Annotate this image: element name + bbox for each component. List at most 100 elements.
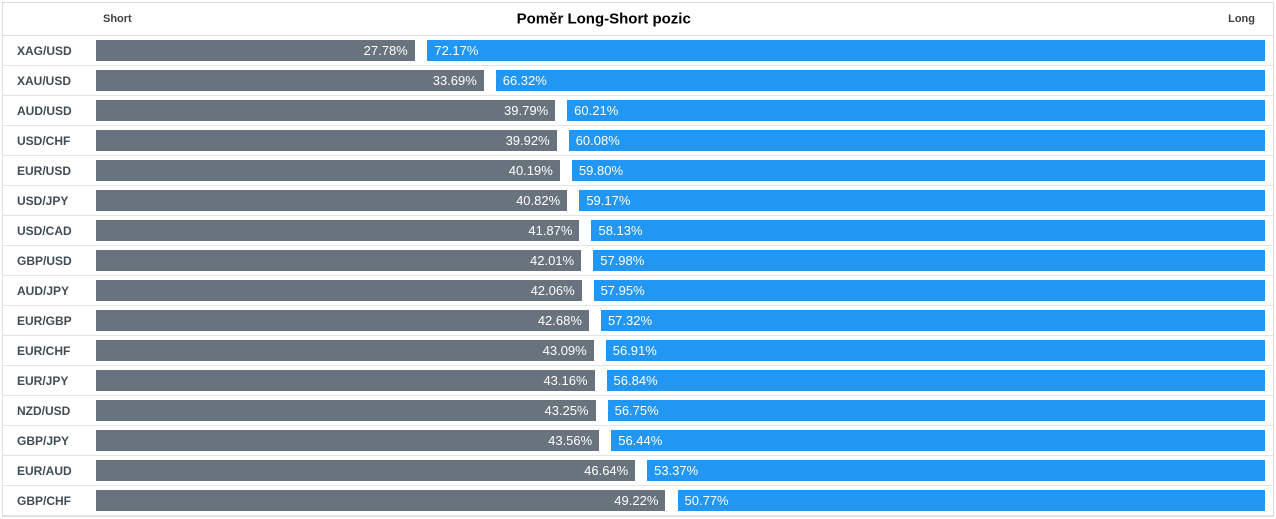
pair-label: AUD/USD	[17, 103, 72, 118]
chart-row: AUD/JPY 42.06% 57.95%	[3, 276, 1273, 306]
short-bar[interactable]: 42.06%	[96, 280, 582, 301]
short-value-label: 33.69%	[432, 73, 477, 88]
long-value-label: 57.95%	[600, 283, 645, 298]
short-bar[interactable]: 42.01%	[96, 250, 582, 271]
pair-label: NZD/USD	[17, 403, 71, 418]
pair-label: XAU/USD	[17, 73, 72, 88]
bar-track: 43.56% 56.44%	[96, 430, 1265, 451]
long-bar[interactable]: 56.91%	[605, 340, 1265, 361]
short-value-label: 42.68%	[537, 313, 582, 328]
pair-label: USD/JPY	[17, 193, 69, 208]
chart-row: EUR/GBP 42.68% 57.32%	[3, 306, 1273, 336]
short-value-label: 41.87%	[528, 223, 573, 238]
long-bar[interactable]: 56.75%	[607, 400, 1265, 421]
pair-label: GBP/JPY	[17, 433, 70, 448]
long-value-label: 53.37%	[654, 463, 699, 478]
pair-label: XAG/USD	[17, 43, 72, 58]
short-bar[interactable]: 43.56%	[96, 430, 600, 451]
bar-track: 40.19% 59.80%	[96, 160, 1265, 181]
pair-label: EUR/JPY	[17, 373, 69, 388]
short-bar[interactable]: 33.69%	[96, 70, 484, 91]
bar-track: 33.69% 66.32%	[96, 70, 1265, 91]
long-bar[interactable]: 53.37%	[647, 460, 1265, 481]
chart-row: AUD/USD 39.79% 60.21%	[3, 96, 1273, 126]
long-value-label: 56.44%	[618, 433, 663, 448]
bar-track: 39.79% 60.21%	[96, 100, 1265, 121]
bar-track: 43.25% 56.75%	[96, 400, 1265, 421]
long-axis-label: Long	[1228, 13, 1255, 25]
long-value-label: 60.08%	[575, 133, 620, 148]
chart-row: EUR/CHF 43.09% 56.91%	[3, 336, 1273, 366]
long-bar[interactable]: 57.95%	[593, 280, 1265, 301]
long-value-label: 60.21%	[574, 103, 619, 118]
short-value-label: 40.82%	[516, 193, 561, 208]
short-bar[interactable]: 41.87%	[96, 220, 580, 241]
short-axis-label: Short	[103, 13, 132, 25]
short-bar[interactable]: 40.82%	[96, 190, 568, 211]
short-value-label: 46.64%	[584, 463, 629, 478]
long-value-label: 57.98%	[600, 253, 645, 268]
long-bar[interactable]: 59.17%	[579, 190, 1265, 211]
long-value-label: 66.32%	[502, 73, 547, 88]
chart-row: USD/CAD 41.87% 58.13%	[3, 216, 1273, 246]
long-bar[interactable]: 56.44%	[611, 430, 1265, 451]
long-bar[interactable]: 57.32%	[600, 310, 1265, 331]
short-bar[interactable]: 39.79%	[96, 100, 556, 121]
short-bar[interactable]: 49.22%	[96, 490, 666, 511]
short-value-label: 42.01%	[530, 253, 575, 268]
long-bar[interactable]: 66.32%	[495, 70, 1265, 91]
pair-label: EUR/GBP	[17, 313, 72, 328]
long-bar[interactable]: 60.08%	[568, 130, 1265, 151]
short-bar[interactable]: 43.25%	[96, 400, 596, 421]
short-bar[interactable]: 27.78%	[96, 40, 415, 61]
long-value-label: 56.91%	[612, 343, 657, 358]
pair-label: EUR/AUD	[17, 463, 72, 478]
long-value-label: 57.32%	[607, 313, 653, 328]
short-value-label: 42.06%	[530, 283, 575, 298]
pair-label: GBP/USD	[17, 253, 72, 268]
short-value-label: 39.92%	[505, 133, 550, 148]
bar-track: 43.09% 56.91%	[96, 340, 1265, 361]
chart-row: XAU/USD 33.69% 66.32%	[3, 66, 1273, 96]
chart-rows: XAG/USD 27.78% 72.17% XAU/USD 33.69% 66.…	[3, 36, 1273, 516]
short-bar[interactable]: 39.92%	[96, 130, 557, 151]
long-bar[interactable]: 72.17%	[427, 40, 1265, 61]
long-bar[interactable]: 50.77%	[677, 490, 1265, 511]
short-bar[interactable]: 40.19%	[96, 160, 560, 181]
chart-row: USD/JPY 40.82% 59.17%	[3, 186, 1273, 216]
bar-track: 39.92% 60.08%	[96, 130, 1265, 151]
chart-row: GBP/JPY 43.56% 56.44%	[3, 426, 1273, 456]
chart-row: EUR/USD 40.19% 59.80%	[3, 156, 1273, 186]
pair-label: EUR/USD	[17, 163, 72, 178]
bar-track: 46.64% 53.37%	[96, 460, 1265, 481]
long-bar[interactable]: 58.13%	[591, 220, 1265, 241]
long-value-label: 56.75%	[614, 403, 659, 418]
short-value-label: 27.78%	[363, 43, 408, 58]
long-bar[interactable]: 56.84%	[606, 370, 1265, 391]
short-value-label: 43.16%	[543, 373, 588, 388]
long-value-label: 58.13%	[598, 223, 643, 238]
bar-track: 40.82% 59.17%	[96, 190, 1265, 211]
long-bar[interactable]: 60.21%	[567, 100, 1265, 121]
bar-track: 49.22% 50.77%	[96, 490, 1265, 511]
long-bar[interactable]: 59.80%	[571, 160, 1265, 181]
chart-row: NZD/USD 43.25% 56.75%	[3, 396, 1273, 426]
bar-track: 27.78% 72.17%	[96, 40, 1265, 61]
chart-row: GBP/USD 42.01% 57.98%	[3, 246, 1273, 276]
pair-label: USD/CHF	[17, 133, 71, 148]
bar-track: 42.01% 57.98%	[96, 250, 1265, 271]
short-bar[interactable]: 43.16%	[96, 370, 595, 391]
long-bar[interactable]: 57.98%	[593, 250, 1265, 271]
short-bar[interactable]: 42.68%	[96, 310, 589, 331]
short-bar[interactable]: 43.09%	[96, 340, 594, 361]
pair-label: USD/CAD	[17, 223, 72, 238]
chart-row: XAG/USD 27.78% 72.17%	[3, 36, 1273, 66]
pair-label: AUD/JPY	[17, 283, 70, 298]
short-value-label: 49.22%	[614, 493, 659, 508]
long-value-label: 59.17%	[586, 193, 631, 208]
short-value-label: 43.25%	[544, 403, 589, 418]
short-bar[interactable]: 46.64%	[96, 460, 636, 481]
short-value-label: 43.56%	[548, 433, 593, 448]
chart-row: USD/CHF 39.92% 60.08%	[3, 126, 1273, 156]
